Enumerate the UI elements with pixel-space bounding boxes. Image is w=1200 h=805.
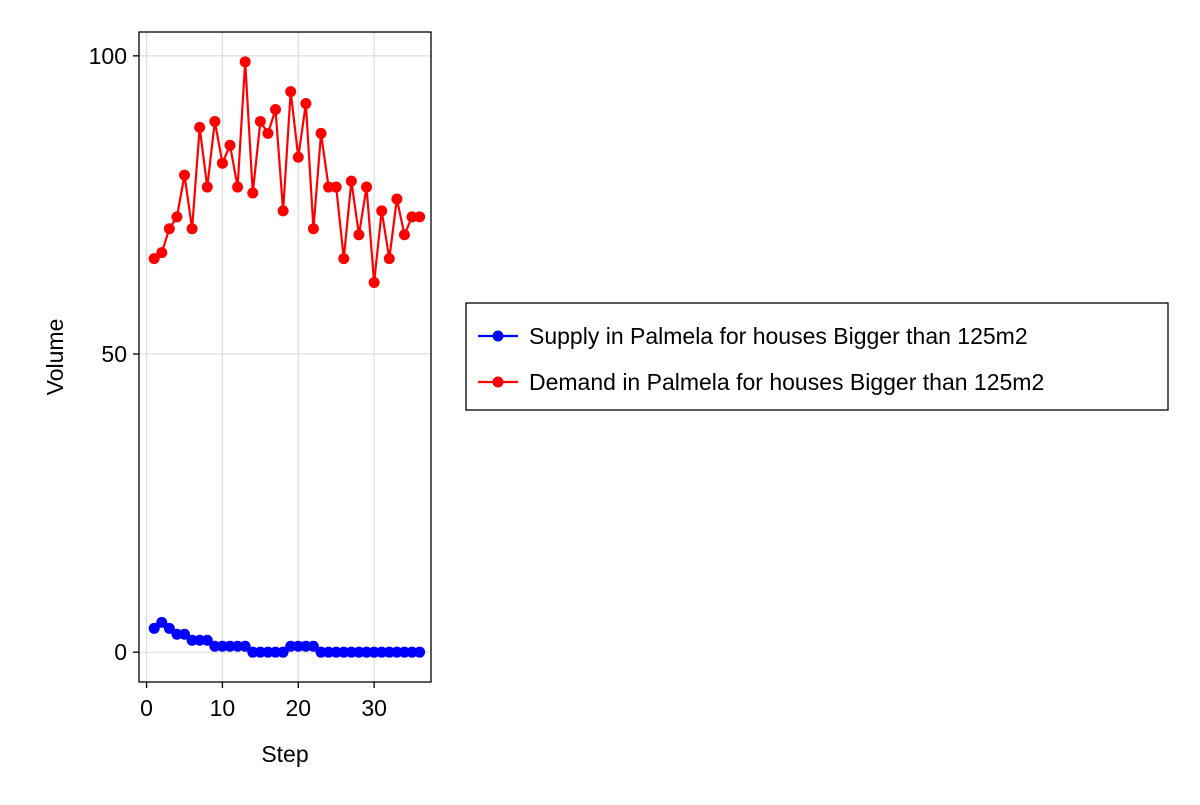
data-point (345, 646, 357, 658)
legend-item: Supply in Palmela for houses Bigger than… (478, 323, 1028, 349)
data-point (406, 646, 418, 658)
data-point (224, 640, 236, 652)
data-point (239, 640, 251, 652)
data-point (201, 181, 213, 193)
data-point (315, 127, 327, 139)
data-point (414, 211, 426, 223)
data-point (148, 253, 160, 265)
y-axis: 0 50 100 (89, 43, 139, 665)
data-point (323, 646, 335, 658)
data-point (338, 646, 350, 658)
data-point (277, 205, 289, 217)
data-point (300, 98, 312, 110)
data-point (353, 646, 365, 658)
data-point (247, 187, 259, 199)
data-point (232, 181, 244, 193)
data-point (292, 640, 304, 652)
data-point (194, 121, 206, 133)
series-supply (148, 616, 426, 658)
y-axis-label: Volume (42, 319, 68, 396)
series-demand (148, 56, 426, 288)
data-point (361, 646, 373, 658)
data-point (406, 211, 418, 223)
data-point (285, 86, 297, 98)
data-point (307, 640, 319, 652)
legend-swatch-marker (492, 376, 504, 388)
data-point (171, 211, 183, 223)
data-point (414, 646, 426, 658)
data-point (300, 640, 312, 652)
data-point (323, 181, 335, 193)
data-point (307, 223, 319, 235)
legend-swatch-marker (492, 330, 504, 342)
data-point (156, 616, 168, 628)
data-point (315, 646, 327, 658)
data-point (361, 181, 373, 193)
legend-label: Supply in Palmela for houses Bigger than… (529, 323, 1028, 349)
series-line (153, 60, 420, 284)
data-point (209, 115, 221, 127)
data-point (163, 223, 175, 235)
x-tick-label: 10 (210, 695, 236, 721)
legend-label: Demand in Palmela for houses Bigger than… (529, 369, 1044, 395)
y-tick-label: 0 (114, 639, 127, 665)
data-point (254, 115, 266, 127)
data-point (368, 646, 380, 658)
data-point (277, 646, 289, 658)
data-point (398, 646, 410, 658)
data-point (376, 646, 388, 658)
data-point (398, 229, 410, 241)
x-tick-label: 0 (140, 695, 153, 721)
data-point (345, 175, 357, 187)
x-axis-label: Step (261, 741, 308, 767)
y-tick-label: 100 (89, 43, 127, 69)
grid-lines (139, 32, 431, 682)
data-point (292, 151, 304, 163)
legend-box (465, 302, 1169, 411)
data-point (194, 634, 206, 646)
series-layer (148, 56, 426, 658)
x-axis: 0 10 20 30 (140, 682, 387, 721)
data-point (186, 634, 198, 646)
data-point (338, 253, 350, 265)
data-point (262, 646, 274, 658)
data-point (383, 253, 395, 265)
data-point (383, 646, 395, 658)
data-point (376, 205, 388, 217)
data-point (247, 646, 259, 658)
x-tick-label: 30 (361, 695, 387, 721)
data-point (353, 229, 365, 241)
data-point (179, 169, 191, 181)
data-point (391, 646, 403, 658)
data-point (391, 193, 403, 205)
data-point (209, 640, 221, 652)
data-point (232, 640, 244, 652)
y-tick-label: 50 (101, 341, 127, 367)
data-point (330, 181, 342, 193)
legend: Supply in Palmela for houses Bigger than… (465, 302, 1169, 411)
data-point (270, 646, 282, 658)
data-point (368, 276, 380, 288)
data-point (330, 646, 342, 658)
data-point (171, 628, 183, 640)
data-point (179, 628, 191, 640)
data-point (224, 139, 236, 151)
x-tick-label: 20 (285, 695, 311, 721)
data-point (262, 127, 274, 139)
data-point (148, 622, 160, 634)
data-point (186, 223, 198, 235)
legend-item: Demand in Palmela for houses Bigger than… (478, 369, 1044, 395)
data-point (270, 104, 282, 116)
plot-area-frame (138, 31, 432, 683)
data-point (216, 640, 228, 652)
data-point (239, 56, 251, 68)
data-point (163, 622, 175, 634)
data-point (156, 247, 168, 259)
data-point (201, 634, 213, 646)
data-point (216, 157, 228, 169)
data-point (254, 646, 266, 658)
data-point (285, 640, 297, 652)
